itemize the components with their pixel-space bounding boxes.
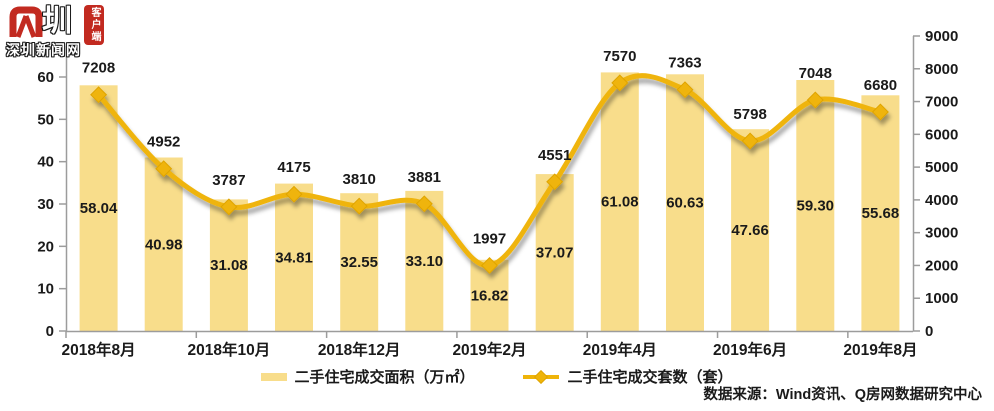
svg-text:5798: 5798 xyxy=(733,106,766,123)
logo-zhen-glyph: 圳 xyxy=(42,5,72,38)
line-series xyxy=(90,73,889,274)
logo-brand-name: 深圳新闻网 xyxy=(6,42,81,58)
bar-series xyxy=(79,72,900,332)
legend-label-count: 二手住宅成交套数（套） xyxy=(567,369,733,386)
bar xyxy=(340,193,379,331)
logo-row: 圳 客户端 xyxy=(6,4,116,45)
site-logo: 圳 客户端 深圳新闻网 xyxy=(6,4,116,58)
svg-text:30: 30 xyxy=(37,196,54,213)
svg-text:3000: 3000 xyxy=(925,225,958,242)
legend-item-count: 二手住宅成交套数（套） xyxy=(521,366,733,387)
line-marker xyxy=(415,195,433,213)
line-marker xyxy=(676,81,694,99)
svg-text:4952: 4952 xyxy=(147,134,180,151)
svg-text:47.66: 47.66 xyxy=(731,222,769,239)
svg-text:8000: 8000 xyxy=(925,61,958,78)
svg-text:7570: 7570 xyxy=(603,48,636,65)
line-marker xyxy=(741,132,759,150)
line-value-labels: 7208 4952 3787 4175 3810 3881 1997 4551 7570 7363… xyxy=(82,48,897,248)
svg-text:6680: 6680 xyxy=(864,77,897,94)
svg-text:4000: 4000 xyxy=(925,192,958,209)
line-marker xyxy=(871,103,889,121)
axes: 0 10 20 30 40 50 60 0 1000 2000 3000 4000 5000 6000 70… xyxy=(37,28,958,359)
bar-value-labels: 58.04 40.98 31.08 34.81 32.55 33.10 16.82 37.07… xyxy=(80,194,899,305)
svg-text:40.98: 40.98 xyxy=(145,236,183,253)
svg-text:3810: 3810 xyxy=(343,171,376,188)
bar xyxy=(731,129,770,331)
svg-text:9000: 9000 xyxy=(925,28,958,45)
svg-text:2019年8月: 2019年8月 xyxy=(843,340,917,359)
bar xyxy=(796,80,835,331)
svg-text:7363: 7363 xyxy=(668,55,701,72)
bar xyxy=(209,199,248,331)
bar xyxy=(666,74,704,332)
svg-text:1000: 1000 xyxy=(925,290,958,307)
line-marker xyxy=(350,197,368,215)
line-marker xyxy=(220,198,238,216)
svg-text:7208: 7208 xyxy=(82,60,115,77)
svg-text:50: 50 xyxy=(37,111,54,128)
svg-text:2018年10月: 2018年10月 xyxy=(188,340,271,359)
legend-label-area: 二手住宅成交面积（万㎡） xyxy=(294,369,475,386)
line-marker xyxy=(481,257,498,274)
svg-text:4551: 4551 xyxy=(538,147,571,164)
svg-text:32.55: 32.55 xyxy=(340,254,378,271)
svg-text:2000: 2000 xyxy=(925,257,958,274)
logo-mark-icon xyxy=(9,6,43,38)
line-marker xyxy=(285,185,303,203)
source-note: 数据来源：Wind资讯、Q房网数据研究中心 xyxy=(703,387,982,403)
svg-text:1997: 1997 xyxy=(473,231,506,248)
logo-client-badge: 客户端 xyxy=(84,5,104,45)
bar-swatch-icon xyxy=(261,372,288,381)
bar xyxy=(79,85,118,331)
svg-text:58.04: 58.04 xyxy=(80,200,118,217)
chart-legend: 二手住宅成交面积（万㎡） 二手住宅成交套数（套） xyxy=(0,366,994,387)
svg-text:0: 0 xyxy=(925,323,933,340)
line-marker xyxy=(155,160,173,178)
svg-text:60: 60 xyxy=(37,69,54,86)
svg-text:37.07: 37.07 xyxy=(536,245,574,262)
line-marker xyxy=(90,86,108,104)
logo-client-badge-text: 客户端 xyxy=(89,7,100,43)
svg-text:10: 10 xyxy=(37,281,54,298)
svg-text:3881: 3881 xyxy=(408,169,441,186)
svg-text:31.08: 31.08 xyxy=(210,257,248,274)
line-swatch-icon xyxy=(522,369,559,384)
svg-text:16.82: 16.82 xyxy=(471,287,509,304)
svg-text:55.68: 55.68 xyxy=(862,205,900,222)
svg-text:40: 40 xyxy=(37,154,54,171)
svg-text:7000: 7000 xyxy=(925,94,958,111)
svg-text:60.63: 60.63 xyxy=(666,195,704,212)
svg-text:7048: 7048 xyxy=(799,65,832,82)
legend-item-area: 二手住宅成交面积（万㎡） xyxy=(261,366,475,387)
line-marker xyxy=(546,173,564,191)
bar xyxy=(861,95,900,331)
svg-text:4175: 4175 xyxy=(277,159,310,176)
svg-text:2019年6月: 2019年6月 xyxy=(713,340,787,359)
svg-text:20: 20 xyxy=(37,238,54,255)
svg-text:2018年8月: 2018年8月 xyxy=(62,340,136,359)
line-marker xyxy=(611,74,629,92)
bar xyxy=(275,183,313,331)
svg-text:2019年4月: 2019年4月 xyxy=(583,340,657,359)
svg-text:2018年12月: 2018年12月 xyxy=(318,340,401,359)
svg-text:5000: 5000 xyxy=(925,159,958,176)
svg-text:61.08: 61.08 xyxy=(601,194,639,211)
line-marker xyxy=(806,91,824,109)
bar xyxy=(600,72,639,332)
svg-text:3787: 3787 xyxy=(212,172,245,189)
bar xyxy=(144,157,183,331)
svg-text:33.10: 33.10 xyxy=(406,253,444,270)
svg-text:0: 0 xyxy=(46,323,54,340)
svg-text:6000: 6000 xyxy=(925,126,958,143)
svg-text:59.30: 59.30 xyxy=(796,197,834,214)
svg-text:2019年2月: 2019年2月 xyxy=(452,340,526,359)
svg-text:34.81: 34.81 xyxy=(275,249,313,266)
